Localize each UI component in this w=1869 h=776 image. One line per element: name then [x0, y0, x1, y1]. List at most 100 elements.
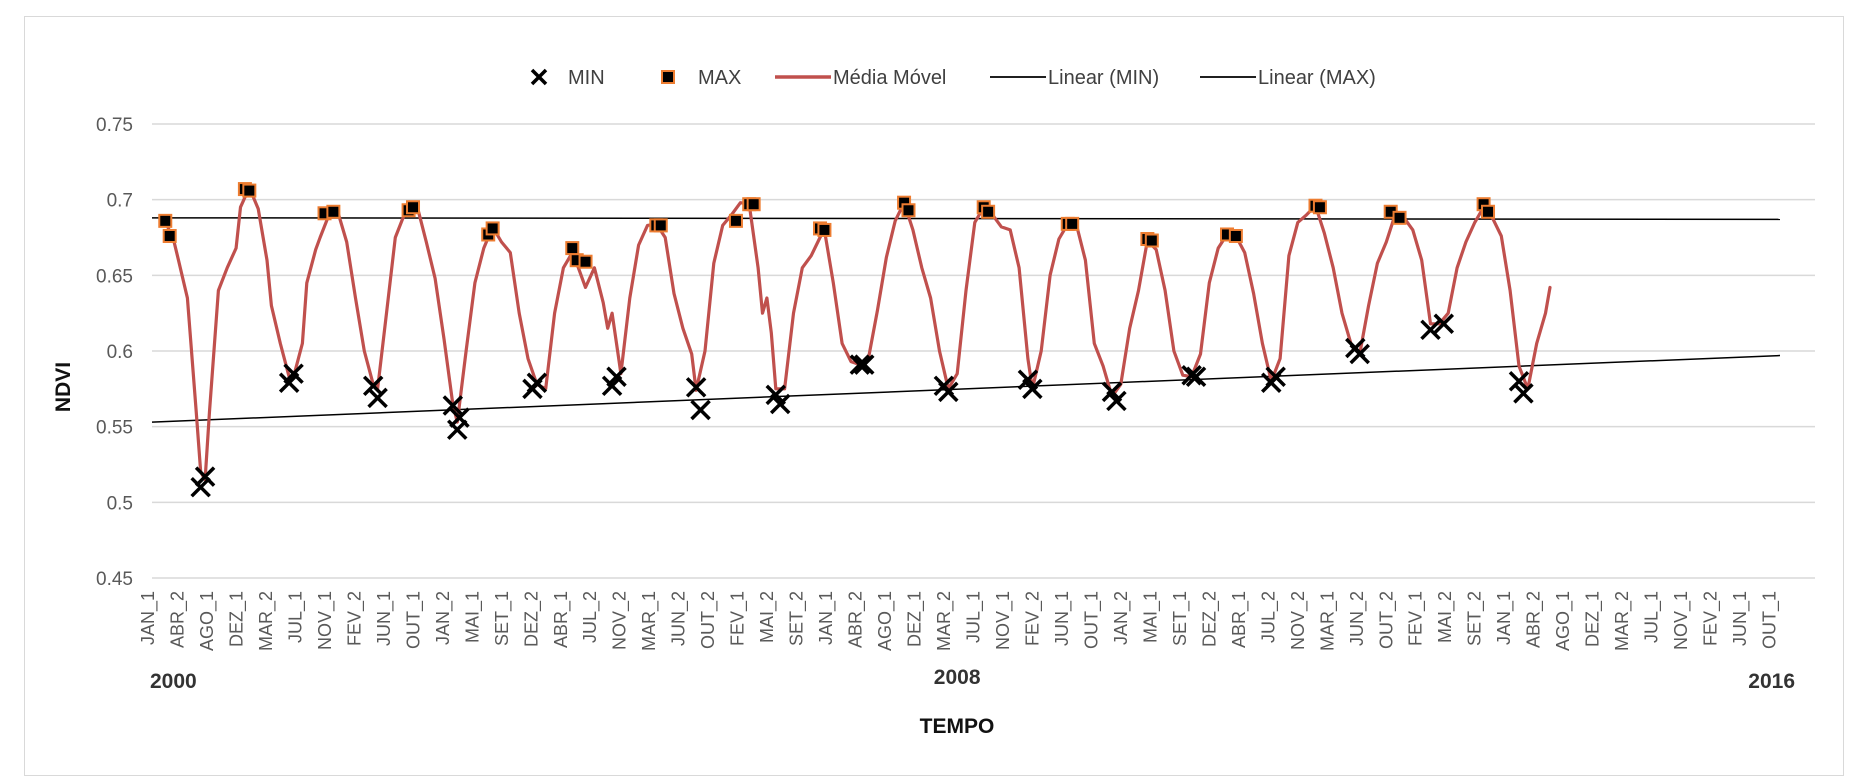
linear-max-line [152, 218, 1780, 220]
legend-label: MAX [698, 67, 741, 89]
x-tick-label: JUL_1 [1642, 591, 1663, 643]
min-point [528, 374, 546, 392]
max-point [407, 201, 419, 213]
x-tick-label: OUT_1 [403, 591, 424, 649]
x-tick-label: FEV_2 [1701, 591, 1722, 646]
x-tick-label: JUN_2 [1347, 591, 1368, 646]
legend: MIN MAX Média Móvel Linear (MIN) Linear (MAX… [532, 67, 1376, 89]
x-tick-label: SET_2 [1465, 591, 1486, 646]
x-tick-label: MAR_2 [934, 591, 955, 651]
x-tick-label: NOV_1 [993, 591, 1014, 650]
x-tick-label: ABR_2 [167, 591, 188, 648]
x-tick-label: AGO_1 [197, 591, 218, 651]
max-point [566, 242, 578, 254]
x-tick-label: ABR_1 [1229, 591, 1250, 648]
x-tick-label: DEZ_1 [905, 591, 926, 647]
moving-average-series [165, 188, 1550, 480]
legend-square-icon [662, 71, 674, 83]
legend-item: Linear (MAX) [1200, 67, 1376, 89]
x-tick-label: MAI_1 [462, 591, 483, 643]
x-tick-label: FEV_1 [728, 591, 749, 646]
x-tick-label: JUN_1 [1730, 591, 1751, 646]
x-tick-label: MAR_1 [1317, 591, 1338, 651]
x-tick-label: AGO_1 [1553, 591, 1574, 651]
x-tick-label: JUL_2 [580, 591, 601, 643]
y-tick-labels: 0.45 0.5 0.55 0.6 0.65 0.7 0.75 [96, 115, 133, 590]
x-tick-label: MAR_1 [639, 591, 660, 651]
x-tick-label: ABR_2 [846, 591, 867, 648]
moving-average-line [165, 188, 1550, 480]
max-point [159, 215, 171, 227]
max-point [1394, 212, 1406, 224]
max-point [1230, 230, 1242, 242]
x-tick-label: DEZ_1 [226, 591, 247, 647]
x-tick-label: JAN_2 [433, 591, 454, 645]
x-tick-label: OUT_1 [1760, 591, 1781, 649]
legend-item: MAX [662, 67, 741, 89]
x-tick-label: JAN_1 [1494, 591, 1515, 645]
x-tick-label: SET_2 [787, 591, 808, 646]
max-point [164, 230, 176, 242]
legend-item: Linear (MIN) [990, 67, 1159, 89]
x-tick-label: MAI_1 [1140, 591, 1161, 643]
x-tick-label: AGO_1 [875, 591, 896, 651]
x-tick-label: ABR_1 [551, 591, 572, 648]
legend-label: Média Móvel [833, 67, 946, 89]
x-tick-label: FEV_2 [344, 591, 365, 646]
x-tick-labels: JAN_1 ABR_2 AGO_1 DEZ_1 MAR_2 JUL_1 NOV_1 FEV_2… [138, 591, 1781, 651]
x-tick-label: ABR_2 [1524, 591, 1545, 648]
x-tick-label: JUL_1 [285, 591, 306, 643]
y-tick-label: 0.65 [96, 266, 133, 287]
max-point [580, 256, 592, 268]
x-tick-label: JUN_1 [374, 591, 395, 646]
legend-label: Linear (MAX) [1258, 67, 1376, 89]
x-tick-label: OUT_2 [698, 591, 719, 649]
x-tick-label: NOV_2 [610, 591, 631, 650]
min-point [692, 401, 710, 419]
y-tick-label: 0.5 [107, 493, 133, 514]
x-tick-label: MAI_2 [1435, 591, 1456, 643]
x-tick-label: DEZ_2 [521, 591, 542, 647]
x-tick-label: JUN_2 [669, 591, 690, 646]
y-tick-label: 0.6 [107, 342, 133, 363]
trend-lines [152, 218, 1780, 422]
x-tick-label: OUT_2 [1376, 591, 1397, 649]
x-tick-label: SET_1 [492, 591, 513, 646]
max-point [730, 215, 742, 227]
legend-label: Linear (MIN) [1048, 67, 1159, 89]
x-tick-label: MAR_2 [256, 591, 277, 651]
x-tick-label: NOV_1 [315, 591, 336, 650]
y-tick-label: 0.7 [107, 191, 133, 212]
max-points [159, 183, 1494, 268]
year-label: 2000 [150, 670, 197, 693]
max-point [982, 206, 994, 218]
x-tick-label: JAN_1 [816, 591, 837, 645]
grid-lines [152, 124, 1815, 578]
x-axis-title: TEMPO [920, 715, 995, 738]
max-point [243, 185, 255, 197]
x-tick-label: DEZ_1 [1583, 591, 1604, 647]
min-points [192, 315, 1533, 496]
x-tick-label: NOV_1 [1671, 591, 1692, 650]
y-tick-label: 0.75 [96, 115, 133, 136]
x-tick-label: OUT_1 [1081, 591, 1102, 649]
max-point [655, 219, 667, 231]
x-tick-label: MAI_2 [757, 591, 778, 643]
x-tick-label: JUN_1 [1052, 591, 1073, 646]
year-label: 2016 [1748, 670, 1795, 693]
max-point [327, 206, 339, 218]
y-axis-title: NDVI [52, 362, 75, 412]
max-point [902, 204, 914, 216]
x-tick-label: JUL_2 [1258, 591, 1279, 643]
max-point [1066, 218, 1078, 230]
x-tick-label: DEZ_2 [1199, 591, 1220, 647]
max-point [1146, 235, 1158, 247]
linear-min-line [152, 356, 1780, 423]
y-tick-label: 0.45 [96, 569, 133, 590]
ndvi-chart: 0.45 0.5 0.55 0.6 0.65 0.7 0.75 JAN_1 ABR_2 AGO_… [0, 0, 1869, 753]
x-tick-label: MAR_2 [1612, 591, 1633, 651]
x-tick-label: JUL_1 [964, 591, 985, 643]
legend-item: Média Móvel [775, 67, 946, 89]
year-labels: 2000 2008 2016 [150, 666, 1795, 693]
y-tick-label: 0.55 [96, 418, 133, 439]
